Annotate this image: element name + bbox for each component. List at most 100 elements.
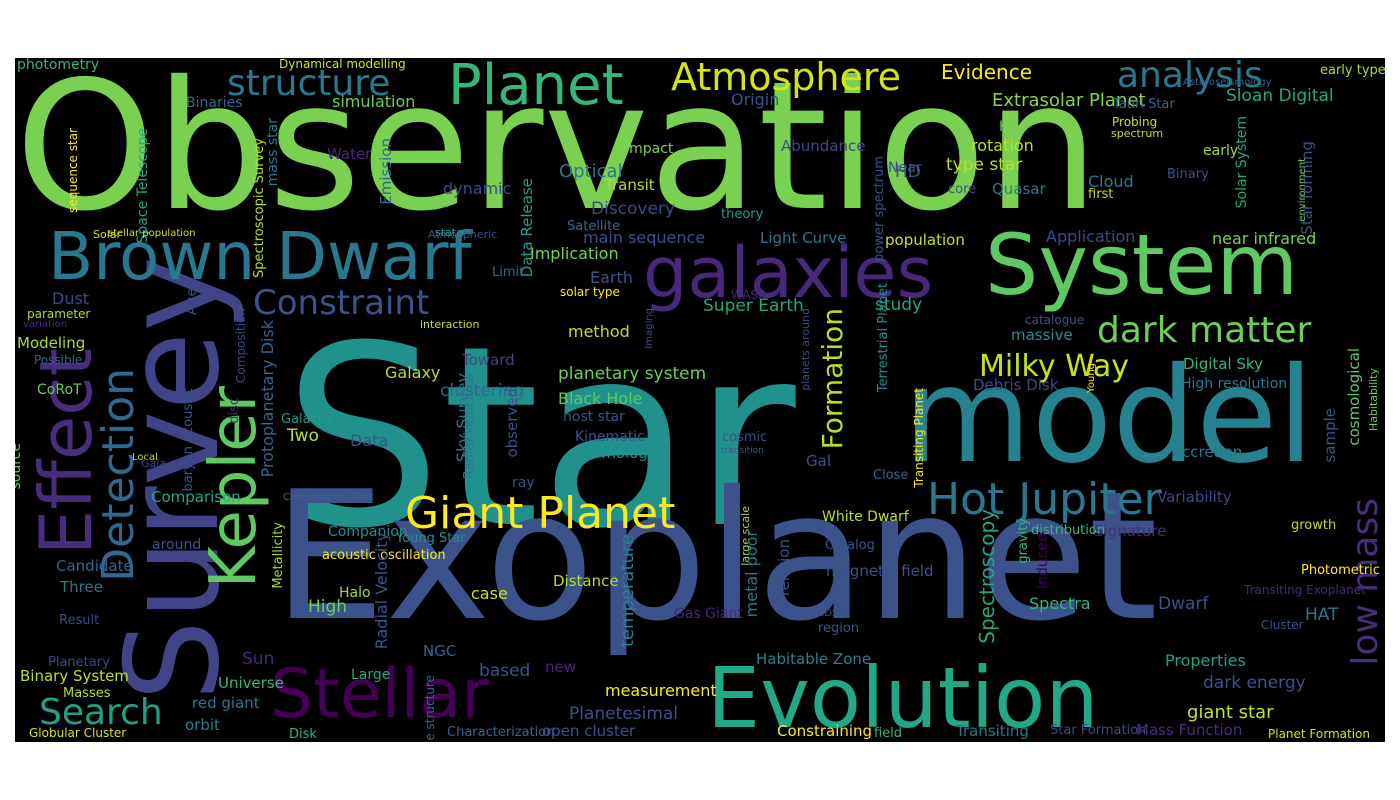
word-near-infrared: near infrared bbox=[1212, 229, 1317, 248]
word-k2: K2 bbox=[999, 119, 1018, 135]
word-application: Application bbox=[1046, 227, 1136, 246]
word-observation: Observation bbox=[15, 58, 1099, 250]
word-tauri-star: Tauri Star bbox=[1113, 97, 1175, 112]
word-age: Age bbox=[184, 288, 200, 316]
word-effect: Effect bbox=[24, 348, 108, 556]
word-evidence: Evidence bbox=[941, 60, 1033, 84]
word-solar-type: solar type bbox=[560, 285, 620, 299]
word-three: Three bbox=[60, 578, 103, 596]
word-emission: Emission bbox=[377, 138, 395, 205]
word-evolution: Evolution bbox=[707, 649, 1099, 742]
word-catalog: Catalog bbox=[825, 538, 875, 553]
word-impact: Impact bbox=[625, 141, 674, 157]
word-disc: disc bbox=[227, 398, 242, 424]
word-high: High bbox=[308, 597, 348, 617]
word-signature: Signature bbox=[1094, 522, 1167, 540]
word-light-curve: Light Curve bbox=[760, 229, 847, 247]
word-mass-star: mass star bbox=[265, 118, 281, 187]
word-possible: Possible bbox=[34, 353, 83, 367]
word-universe: Universe bbox=[218, 674, 284, 692]
word-transiting-planet: Transiting Planet bbox=[912, 388, 926, 488]
word-clustering: clustering bbox=[440, 381, 525, 401]
word-sample: sample bbox=[1321, 408, 1339, 463]
word-orbit: orbit bbox=[185, 716, 220, 734]
word-digital-sky: Digital Sky bbox=[1183, 355, 1263, 373]
word-new: new bbox=[545, 658, 577, 676]
word-properties: Properties bbox=[1165, 651, 1246, 670]
word-red-giant: red giant bbox=[192, 694, 260, 712]
word-study: study bbox=[875, 295, 923, 315]
word-disk: Disk bbox=[289, 727, 317, 742]
word-massive: massive bbox=[1011, 326, 1073, 344]
word-galaxies: galaxies bbox=[643, 232, 934, 314]
word-milky-way: Milky Way bbox=[979, 349, 1130, 384]
word-main-sequence: main sequence bbox=[583, 228, 706, 247]
word-sdss: SDSS bbox=[818, 608, 845, 619]
word-baryon-acoustic: baryon acoustic bbox=[181, 388, 196, 492]
word-limit: Limit bbox=[492, 265, 525, 280]
word-black-hole: Black Hole bbox=[558, 389, 643, 408]
word-wasp: WASP bbox=[731, 288, 766, 302]
word-field: field bbox=[874, 726, 903, 741]
word-super-earth: Super Earth bbox=[703, 296, 804, 316]
word-early-type: early type bbox=[1320, 63, 1385, 78]
word-dust: Dust bbox=[52, 289, 90, 308]
word-atmosphere: Atmosphere bbox=[671, 58, 902, 99]
word-detection: Detection bbox=[93, 368, 144, 582]
word-dynamical-modelling: Dynamical modelling bbox=[279, 58, 406, 71]
word-early: early bbox=[1203, 143, 1239, 159]
word-companion: Companion bbox=[328, 524, 408, 540]
word-debris-disk: Debris Disk bbox=[973, 376, 1059, 394]
word-population: population bbox=[885, 231, 965, 249]
word-power-spectrum: power spectrum bbox=[872, 156, 887, 262]
word-data: Data bbox=[350, 431, 389, 450]
word-cloud: Star Observation Exoplanet System model Surve… bbox=[15, 58, 1385, 742]
word-star-formation: Star Formation bbox=[1050, 723, 1147, 738]
word-solar: Solar bbox=[93, 228, 122, 241]
word-constraining: Constraining bbox=[777, 722, 873, 740]
word-cosmology: cosmology bbox=[576, 444, 657, 462]
word-circumstellar-disk: Circumstellar Disk bbox=[283, 492, 374, 503]
word-large: Large bbox=[351, 667, 391, 683]
word-structure: structure bbox=[227, 63, 391, 104]
word-planetary: Planetary bbox=[48, 655, 110, 670]
word-around: around bbox=[152, 537, 202, 553]
word-space-telescope: Space Telescope bbox=[135, 128, 151, 244]
word-theory: theory bbox=[721, 207, 764, 222]
word-quasar: Quasar bbox=[992, 180, 1046, 198]
word-star: Star bbox=[283, 292, 796, 583]
word-binary: Binary bbox=[1167, 167, 1209, 182]
word-cosmological: cosmological bbox=[1345, 348, 1363, 446]
word-search: Search bbox=[39, 692, 163, 733]
word-based: based bbox=[479, 661, 531, 681]
word-sloan-digital: Sloan Digital bbox=[1226, 86, 1334, 106]
word-masses: Masses bbox=[63, 686, 111, 701]
word-binaries: Binaries bbox=[186, 95, 243, 111]
word-growth: growth bbox=[1291, 518, 1337, 533]
word-relation: relation bbox=[775, 539, 793, 597]
word-catalogue: catalogue bbox=[1025, 313, 1085, 327]
word-region: region bbox=[818, 621, 860, 636]
word-terrestrial-planet: Terrestrial Planet bbox=[876, 283, 891, 393]
word-case: case bbox=[471, 584, 508, 603]
word-parameter: parameter bbox=[27, 307, 91, 321]
word-origin: Origin bbox=[731, 90, 780, 109]
word-habitable-zone: Habitable Zone bbox=[756, 650, 872, 668]
word-host-star: host star bbox=[563, 409, 625, 425]
word-variation: variation bbox=[23, 319, 68, 330]
word-magnetic-field: magnetic field bbox=[826, 562, 934, 580]
word-toward: Toward bbox=[462, 351, 515, 369]
word-brown-dwarf: Brown Dwarf bbox=[48, 218, 472, 295]
word-constraint: Constraint bbox=[253, 283, 430, 323]
word-dwarf: Dwarf bbox=[1158, 594, 1209, 614]
word-method: method bbox=[568, 322, 630, 341]
word-distance: Distance bbox=[553, 572, 619, 590]
word-analysis: analysis bbox=[1117, 58, 1263, 96]
word-young: Young bbox=[1086, 363, 1097, 393]
word-source: source bbox=[15, 443, 24, 490]
word-rotation: rotation bbox=[971, 136, 1034, 155]
word-asteroseismology: Asteroseismology bbox=[1183, 77, 1272, 88]
word-modeling: Modeling bbox=[17, 334, 86, 352]
word-variability: Variability bbox=[1157, 488, 1232, 506]
word-spectroscopic-survey: Spectroscopic Survey bbox=[252, 138, 267, 278]
